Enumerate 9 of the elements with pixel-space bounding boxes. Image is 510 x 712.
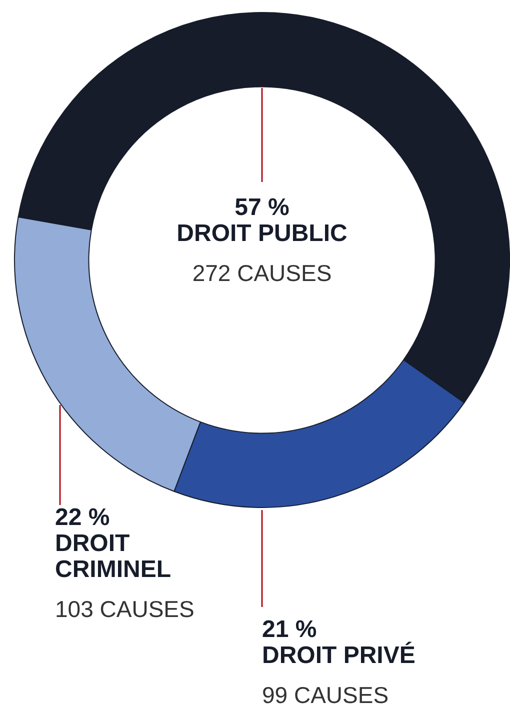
slice-label: DROIT CRIMINEL [55,530,171,583]
slice-label: DROIT PRIVÉ [262,641,416,669]
slice-label: DROIT PUBLIC [176,220,348,247]
data-label: 21 % [262,616,317,643]
data-label: 22 % [55,504,110,531]
text: 103 CAUSES [55,596,194,622]
text: 272 CAUSES [192,260,332,286]
text: 99 CAUSES [262,682,389,708]
data-label: 57 % [234,194,290,221]
